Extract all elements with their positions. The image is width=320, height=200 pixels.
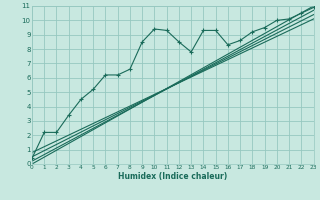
X-axis label: Humidex (Indice chaleur): Humidex (Indice chaleur) — [118, 172, 228, 181]
